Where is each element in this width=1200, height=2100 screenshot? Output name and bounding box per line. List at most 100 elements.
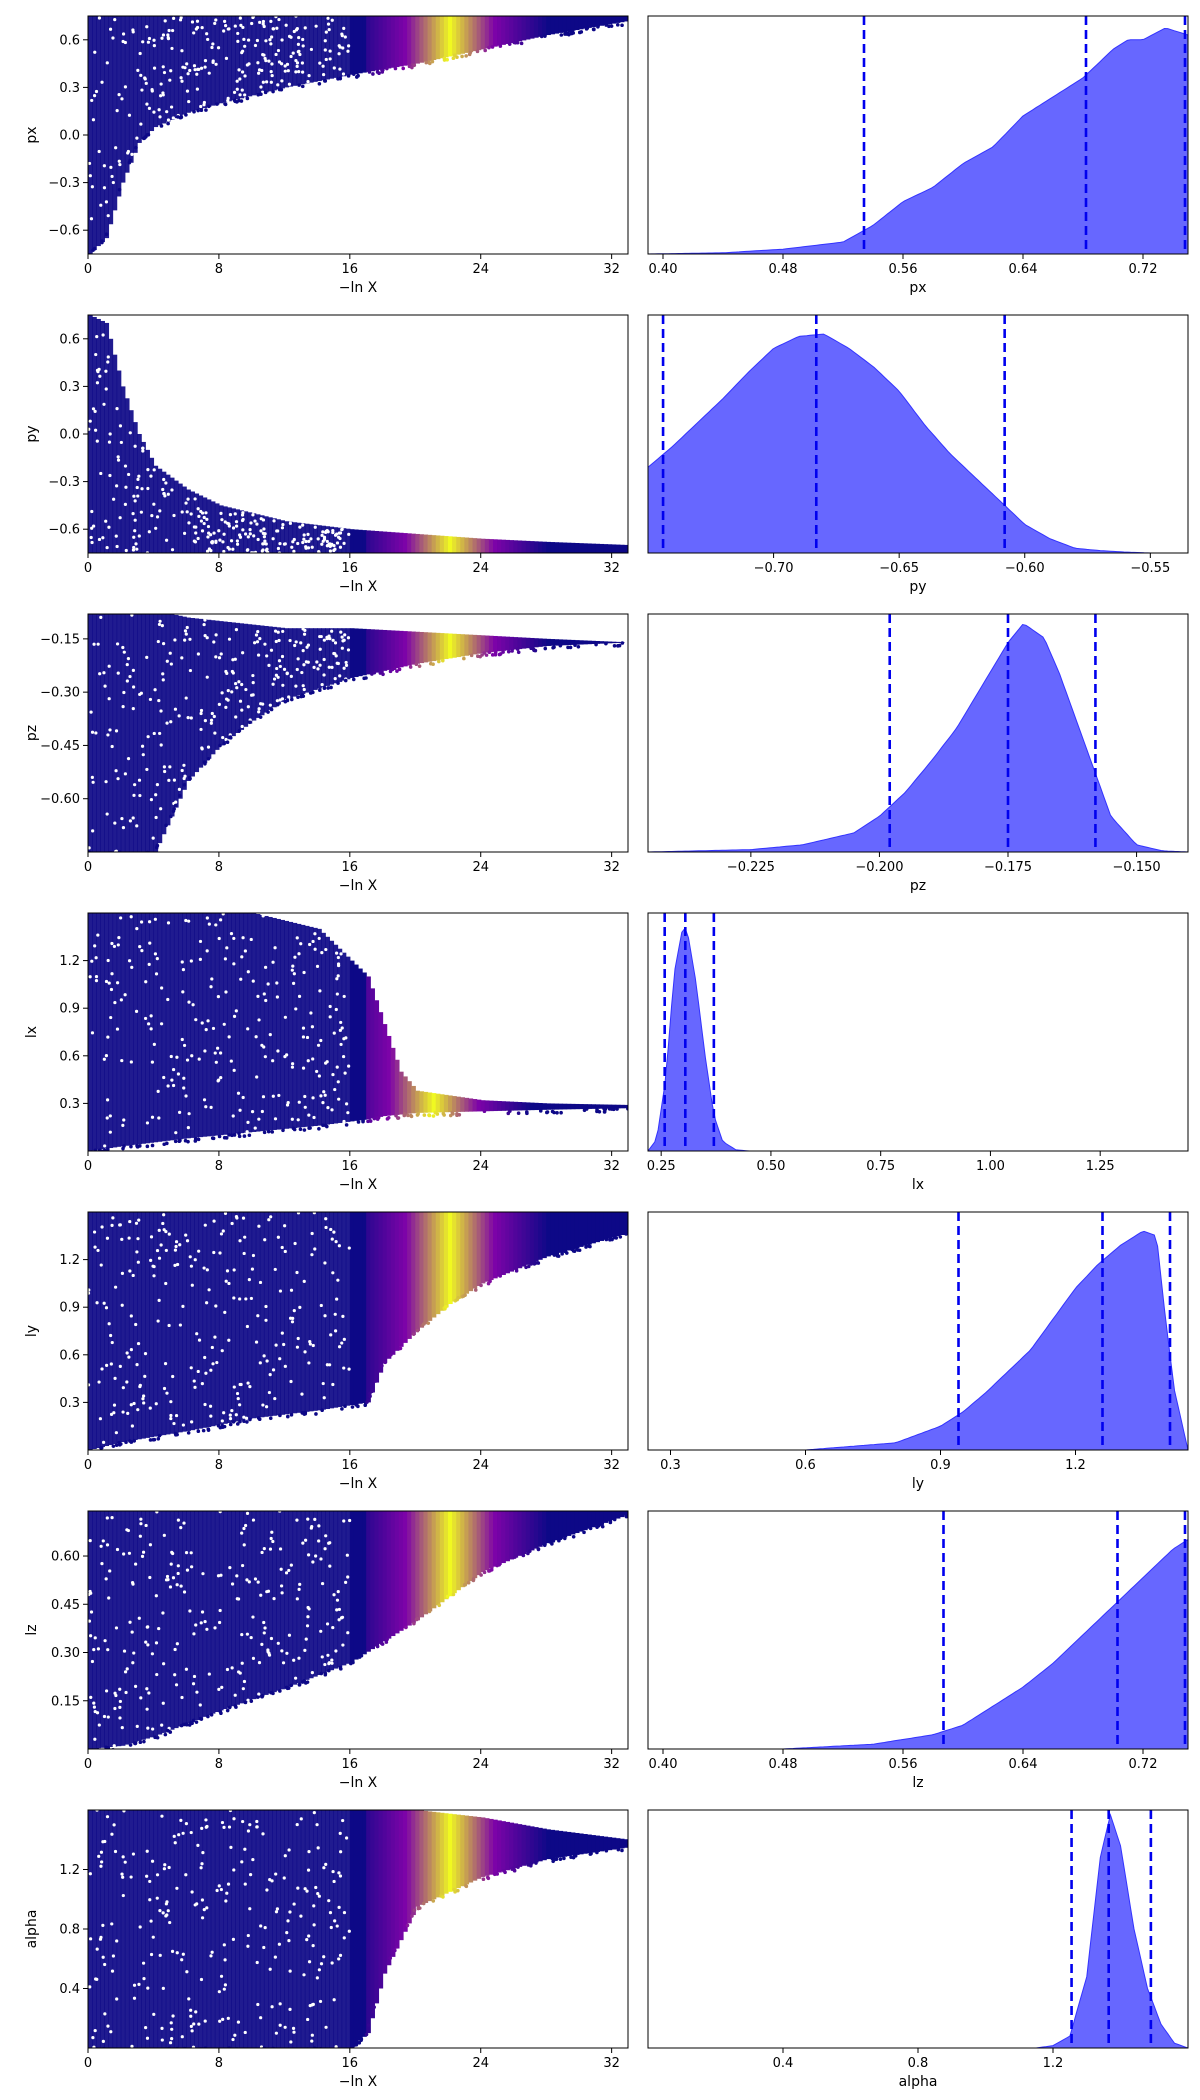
trace-band-pz — [403, 631, 408, 667]
trace-gap-alpha — [337, 1905, 341, 1909]
trace-gap-alpha — [103, 1962, 107, 1967]
trace-gap-alpha — [246, 1933, 250, 1938]
trace-gap-alpha — [180, 2035, 184, 2039]
trace-band-py — [231, 508, 236, 553]
trace-gap-ly — [162, 1386, 167, 1391]
trace-gap-lz — [192, 1674, 197, 1679]
trace-band-alpha — [247, 1810, 253, 2048]
trace-point-lz — [558, 1536, 563, 1541]
trace-gap-lz — [265, 1590, 269, 1594]
trace-ytick-label-lx: 0.3 — [59, 1097, 80, 1112]
trace-band-ly — [120, 1212, 126, 1443]
trace-gap-alpha — [88, 1872, 92, 1876]
trace-gap-pz — [185, 625, 189, 630]
trace-point-pz — [258, 715, 263, 719]
trace-band-pz — [554, 639, 560, 646]
trace-band-lx — [292, 922, 298, 1128]
trace-band-ly — [583, 1212, 588, 1246]
trace-band-px — [439, 16, 445, 59]
trace-gap-pz — [327, 665, 331, 669]
trace-gap-pz — [251, 673, 255, 678]
trace-point-lz — [612, 1517, 617, 1522]
trace-gap-lx — [232, 1068, 236, 1072]
trace-point-lx — [242, 1134, 247, 1138]
trace-point-lx — [584, 1107, 589, 1111]
trace-gap-lx — [191, 1003, 195, 1007]
trace-gap-alpha — [91, 2036, 95, 2040]
trace-band-lz — [452, 1511, 457, 1594]
trace-gap-ly — [196, 1369, 200, 1374]
trace-band-alpha — [525, 1825, 531, 1865]
trace-gap-px — [97, 149, 101, 154]
trace-gap-py — [185, 510, 189, 514]
trace-band-px — [137, 16, 142, 143]
trace-band-pz — [542, 638, 547, 647]
trace-gap-py — [262, 527, 266, 531]
trace-gap-px — [166, 118, 171, 122]
trace-point-px — [620, 23, 624, 28]
trace-gap-lz — [259, 1593, 263, 1597]
trace-gap-px — [297, 35, 301, 40]
trace-band-lz — [235, 1511, 240, 1705]
trace-band-alpha — [284, 1810, 290, 2048]
trace-gap-px — [213, 21, 217, 26]
trace-band-py — [182, 486, 187, 553]
trace-band-alpha — [558, 1830, 564, 1858]
trace-gap-py — [276, 546, 281, 551]
trace-gap-lz — [268, 1547, 273, 1551]
trace-gap-lx — [326, 1106, 330, 1110]
trace-band-pz — [427, 632, 433, 662]
trace-gap-lz — [176, 1564, 180, 1568]
trace-gap-px — [152, 38, 156, 42]
trace-gap-pz — [135, 824, 139, 828]
trace-gap-px — [280, 38, 284, 42]
trace-gap-px — [205, 32, 209, 36]
trace-gap-ly — [154, 1402, 158, 1406]
trace-point-lx — [145, 1144, 150, 1149]
trace-gap-alpha — [251, 1857, 255, 1862]
posterior-area-ly — [648, 1230, 1188, 1450]
trace-gap-lz — [114, 1626, 119, 1630]
trace-band-px — [272, 16, 277, 91]
trace-band-ly — [145, 1212, 150, 1438]
trace-gap-lz — [213, 1626, 217, 1630]
trace-gap-lz — [188, 1609, 192, 1613]
trace-ytick-label-alpha: 1.2 — [59, 1863, 80, 1878]
trace-gap-pz — [199, 708, 204, 713]
trace-gap-pz — [125, 679, 129, 683]
trace-point-px — [567, 29, 572, 33]
trace-gap-ly — [99, 1263, 103, 1267]
trace-gap-ly — [151, 1264, 155, 1268]
trace-gap-alpha — [274, 1872, 278, 1876]
trace-band-px — [173, 16, 179, 119]
trace-gap-ly — [232, 1268, 236, 1272]
trace-gap-pz — [346, 636, 351, 640]
trace-gap-lx — [153, 952, 158, 956]
trace-band-lz — [202, 1511, 208, 1717]
trace-point-pz — [437, 659, 441, 664]
trace-band-pz — [149, 614, 155, 852]
trace-gap-py — [338, 536, 342, 541]
trace-gap-py — [206, 524, 211, 529]
trace-gap-alpha — [184, 1822, 189, 1826]
trace-band-py — [595, 543, 600, 553]
trace-gap-lz — [334, 1649, 338, 1653]
trace-gap-lx — [263, 1055, 267, 1059]
trace-gap-px — [297, 49, 301, 53]
trace-band-pz — [182, 616, 187, 790]
trace-gap-alpha — [224, 1899, 228, 1903]
trace-gap-lz — [144, 1640, 148, 1644]
trace-ytick-label-pz: −0.45 — [40, 739, 80, 754]
trace-gap-ly — [128, 1219, 132, 1224]
trace-band-px — [554, 16, 560, 34]
trace-band-lx — [317, 928, 322, 1126]
trace-gap-lz — [127, 1551, 132, 1555]
trace-gap-ly — [209, 1414, 213, 1418]
trace-band-px — [182, 16, 187, 115]
trace-gap-lz — [306, 1517, 310, 1521]
trace-point-lz — [624, 1514, 628, 1519]
trace-band-ly — [398, 1212, 404, 1347]
trace-gap-ly — [308, 1342, 312, 1346]
trace-gap-lz — [242, 1543, 246, 1547]
trace-band-alpha — [210, 1810, 216, 2048]
